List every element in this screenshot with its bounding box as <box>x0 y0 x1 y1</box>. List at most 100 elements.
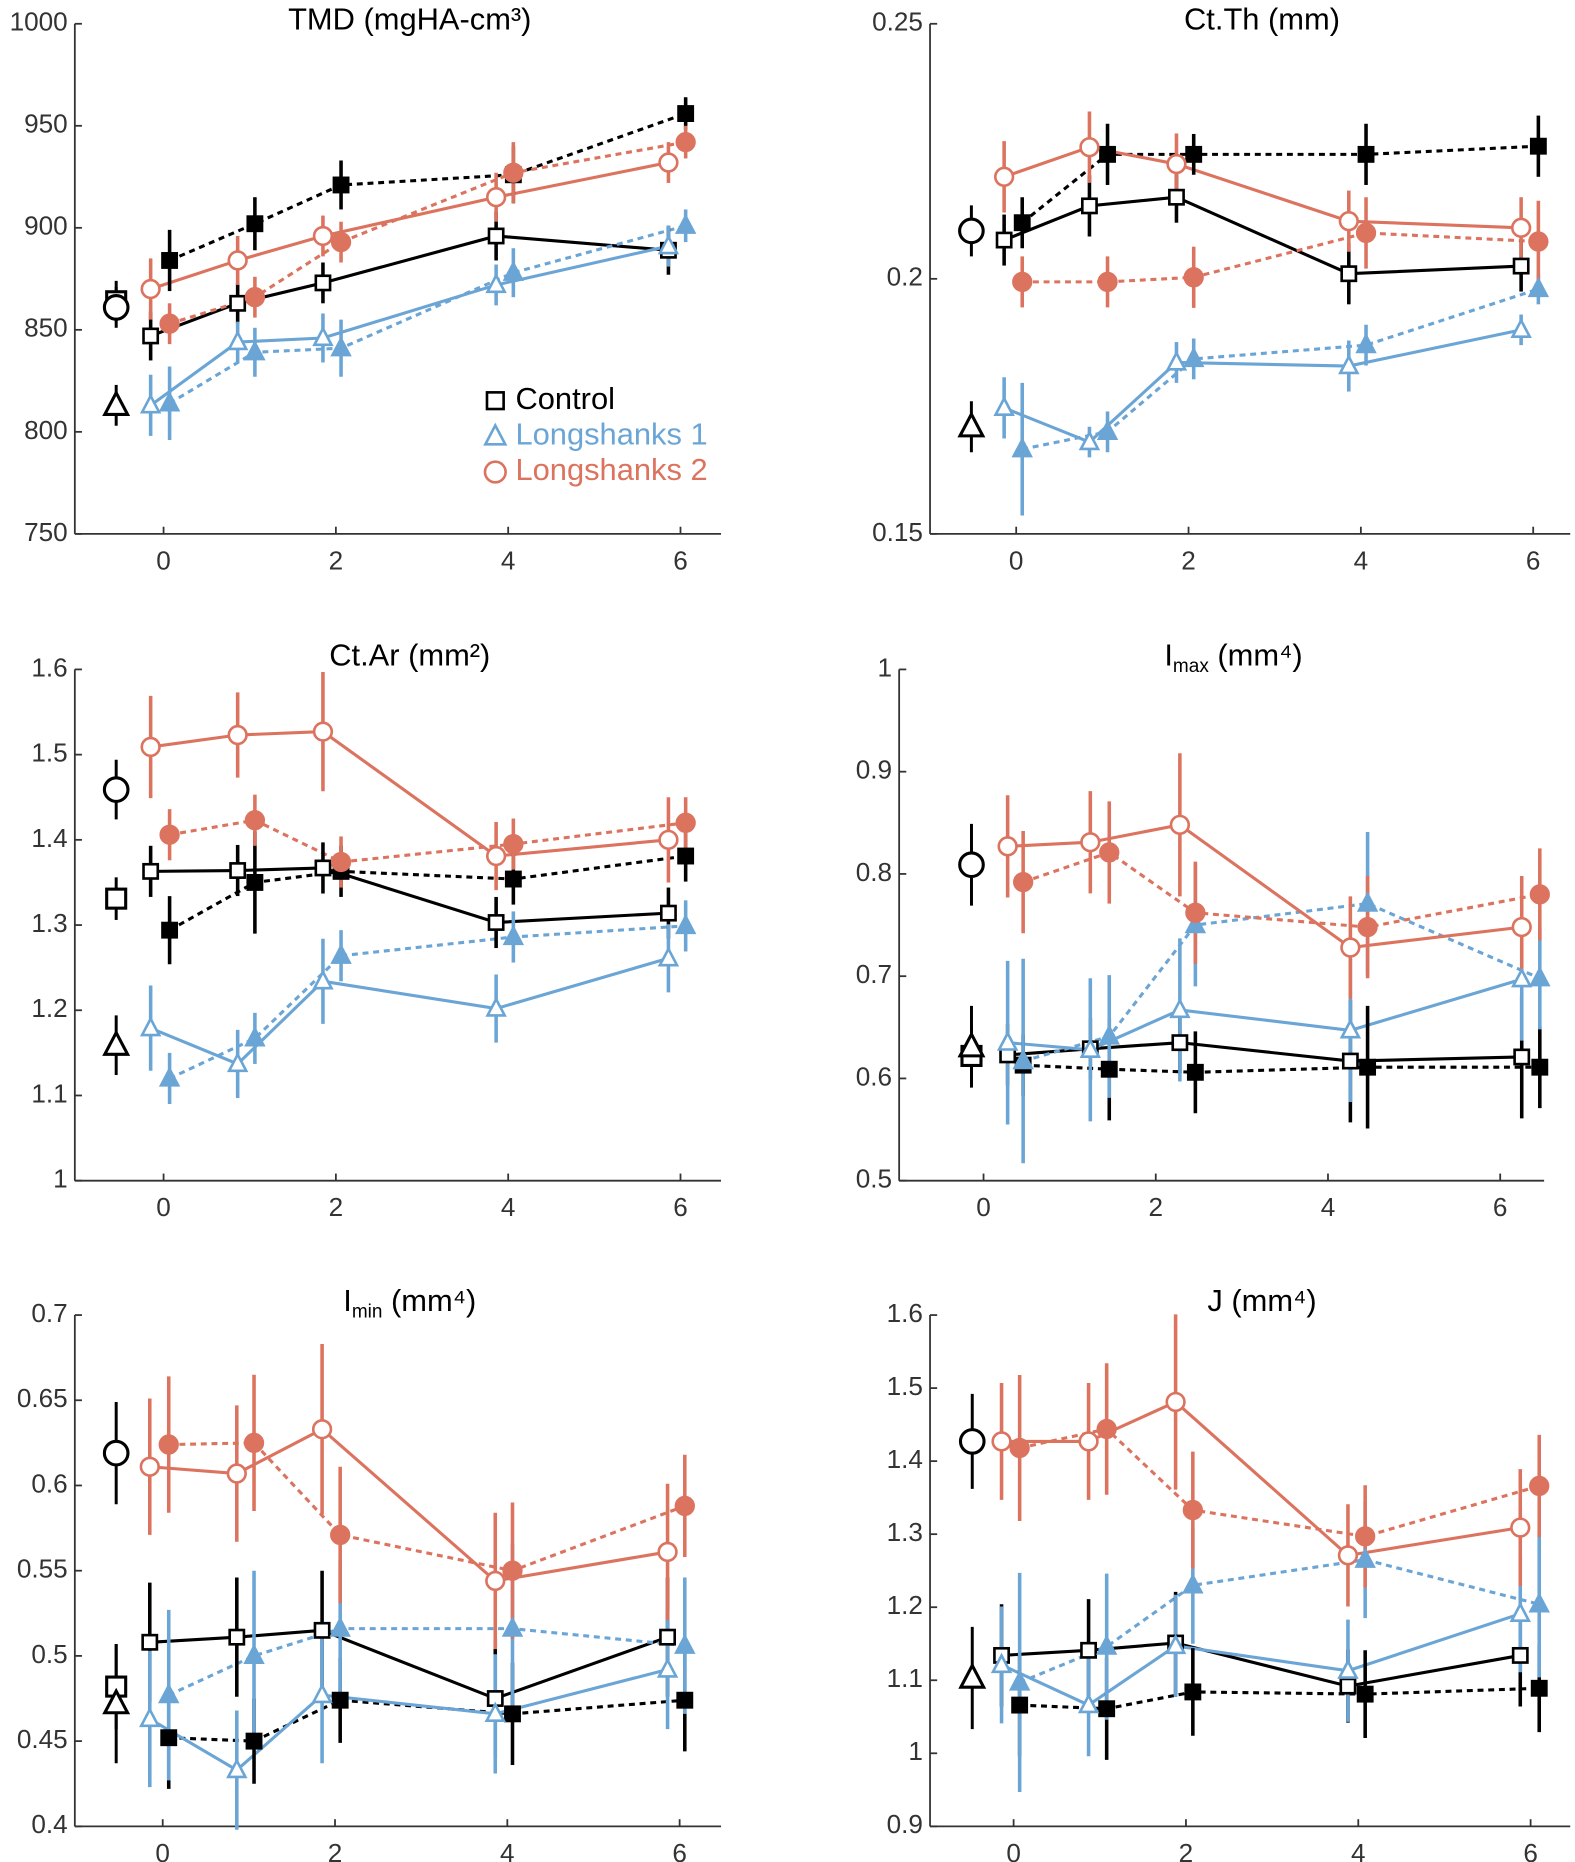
open-marker <box>1512 257 1530 275</box>
y-tick-label: 1.1 <box>887 1663 923 1693</box>
open-marker <box>1165 1391 1186 1413</box>
solid-line <box>150 161 669 291</box>
open-marker <box>1171 1034 1189 1052</box>
x-tick-label: 6 <box>672 1838 687 1862</box>
x-tick-label: 2 <box>1181 545 1196 575</box>
y-tick-label: 1.5 <box>887 1371 923 1401</box>
dashed-line <box>168 1441 686 1573</box>
filled-marker <box>1009 1437 1030 1459</box>
dashed-line <box>1021 287 1539 451</box>
open-marker <box>1510 317 1532 338</box>
filled-marker <box>1013 214 1031 232</box>
title-part: J (mm⁴) <box>1207 1283 1316 1318</box>
dashed-line <box>168 1698 685 1743</box>
filled-marker <box>1359 1058 1377 1076</box>
open-marker <box>656 1657 679 1678</box>
x-tick-label: 2 <box>328 1838 343 1862</box>
filled-marker <box>246 215 264 233</box>
title-part: Ct.Th (mm) <box>1184 2 1340 37</box>
title-part: I <box>1164 638 1173 673</box>
open-marker <box>311 1682 333 1704</box>
open-marker <box>487 914 505 931</box>
open-marker <box>484 1701 506 1723</box>
filled-marker <box>1098 1024 1120 1045</box>
x-tick-label: 4 <box>500 1838 515 1862</box>
dashed-line <box>1022 850 1541 929</box>
filled-marker <box>1182 346 1205 368</box>
x-tick-label: 2 <box>329 1192 344 1222</box>
filled-marker <box>503 833 524 855</box>
filled-marker <box>1097 271 1118 293</box>
open-marker <box>1338 211 1359 232</box>
y-tick-label: 1.5 <box>31 738 67 768</box>
filled-marker <box>1011 1696 1029 1714</box>
open-marker <box>485 187 507 208</box>
y-tick-label: 1 <box>908 1736 923 1766</box>
open-marker <box>314 859 332 877</box>
filled-marker <box>1096 1418 1117 1440</box>
legend-label: Longshanks 2 <box>515 452 707 487</box>
filled-marker <box>243 1432 265 1454</box>
dashed-line <box>168 224 687 405</box>
panel-title: TMD (mgHA-cm³) <box>288 2 531 37</box>
open-marker <box>226 329 249 351</box>
legend-label: Longshanks 1 <box>515 417 707 452</box>
open-marker <box>1339 1018 1362 1039</box>
filled-marker <box>677 847 695 865</box>
y-tick-label: 0.2 <box>887 262 923 292</box>
baseline-marker <box>958 1428 986 1455</box>
open-marker <box>485 1570 506 1592</box>
x-tick-label: 0 <box>976 1192 991 1222</box>
title-part: TMD (mgHA-cm³) <box>288 2 531 37</box>
open-marker <box>141 1633 159 1651</box>
filled-marker <box>246 874 264 891</box>
filled-marker <box>330 335 352 357</box>
open-marker <box>227 724 248 746</box>
open-marker <box>996 1030 1019 1051</box>
open-marker <box>1509 1601 1531 1622</box>
panel-title: Imin (mm⁴) <box>343 1283 476 1322</box>
filled-marker <box>330 1524 351 1546</box>
filled-marker <box>161 921 179 939</box>
open-marker <box>311 1419 333 1440</box>
open-marker <box>1510 217 1532 238</box>
filled-marker <box>504 870 522 888</box>
y-tick-label: 0.9 <box>856 755 892 785</box>
open-marker <box>1337 1545 1359 1566</box>
filled-marker <box>1529 966 1551 987</box>
baseline-marker <box>958 1662 987 1689</box>
filled-marker <box>674 1633 696 1654</box>
filled-marker <box>160 1729 178 1747</box>
y-tick-label: 0.9 <box>887 1809 923 1839</box>
open-marker <box>139 1015 162 1037</box>
open-marker <box>227 250 248 271</box>
y-tick-label: 0.8 <box>856 857 892 887</box>
y-tick-label: 1.2 <box>31 993 67 1023</box>
open-marker <box>1341 1052 1359 1070</box>
open-marker <box>657 946 680 967</box>
open-marker <box>658 152 679 173</box>
panel-title: Imax (mm⁴) <box>1164 638 1302 677</box>
open-marker <box>1511 916 1532 938</box>
filled-marker <box>675 812 696 833</box>
y-tick-label: 950 <box>24 109 68 139</box>
filled-marker <box>674 913 697 935</box>
baseline-marker <box>105 887 128 910</box>
y-tick-label: 0.45 <box>17 1724 68 1754</box>
filled-marker <box>676 1691 694 1709</box>
open-marker <box>657 233 680 255</box>
filled-marker <box>1185 902 1206 923</box>
solid-line <box>1001 1400 1521 1557</box>
open-marker <box>1337 1658 1359 1679</box>
x-tick-label: 6 <box>1493 1192 1508 1222</box>
x-tick-label: 4 <box>1321 1192 1336 1222</box>
title-part: max <box>1173 656 1209 677</box>
open-marker <box>990 1652 1013 1674</box>
open-marker <box>142 327 160 345</box>
open-marker <box>1164 1633 1187 1655</box>
x-tick-label: 2 <box>1179 1838 1194 1862</box>
filled-marker <box>1012 271 1033 293</box>
x-tick-label: 6 <box>1526 545 1541 575</box>
filled-marker <box>330 943 352 964</box>
